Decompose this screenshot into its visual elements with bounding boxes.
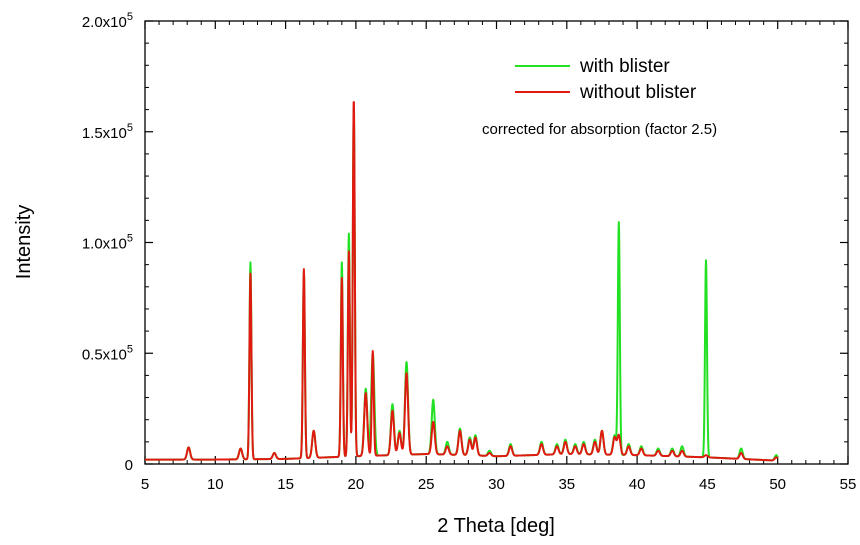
y-axis-title: Intensity <box>13 205 35 279</box>
series-line-without-blister <box>144 101 779 462</box>
x-tick-label: 35 <box>558 476 575 493</box>
x-tick-label: 50 <box>769 476 786 493</box>
x-tick-label: 15 <box>277 476 294 493</box>
legend-label-with-blister: with blister <box>579 56 670 77</box>
y-tick-label: 0 <box>125 457 133 474</box>
x-tick-label: 45 <box>699 476 716 493</box>
x-tick-label: 55 <box>840 476 857 493</box>
y-tick-label: 1.5x105 <box>82 122 133 142</box>
x-tick-label: 20 <box>348 476 365 493</box>
x-tick-label: 5 <box>141 476 149 493</box>
x-tick-label: 30 <box>488 476 505 493</box>
legend: with blister without blister <box>515 56 697 103</box>
x-tick-label: 40 <box>629 476 646 493</box>
y-axis: 0 0.5x105 1.0x105 1.5x105 2.0x105 <box>82 11 848 474</box>
annotation-text: corrected for absorption (factor 2.5) <box>482 121 717 138</box>
y-tick-label: 1.0x105 <box>82 233 133 253</box>
x-tick-label: 25 <box>418 476 435 493</box>
legend-label-without-blister: without blister <box>579 82 697 103</box>
series-layer <box>144 101 779 462</box>
x-axis-title: 2 Theta [deg] <box>437 515 555 537</box>
y-tick-label: 2.0x105 <box>82 11 133 31</box>
x-tick-label: 10 <box>207 476 224 493</box>
plot-area <box>144 20 849 465</box>
y-tick-label: 0.5x105 <box>82 343 133 363</box>
x-axis: 5 10 15 20 25 30 35 40 45 50 55 <box>141 21 857 493</box>
